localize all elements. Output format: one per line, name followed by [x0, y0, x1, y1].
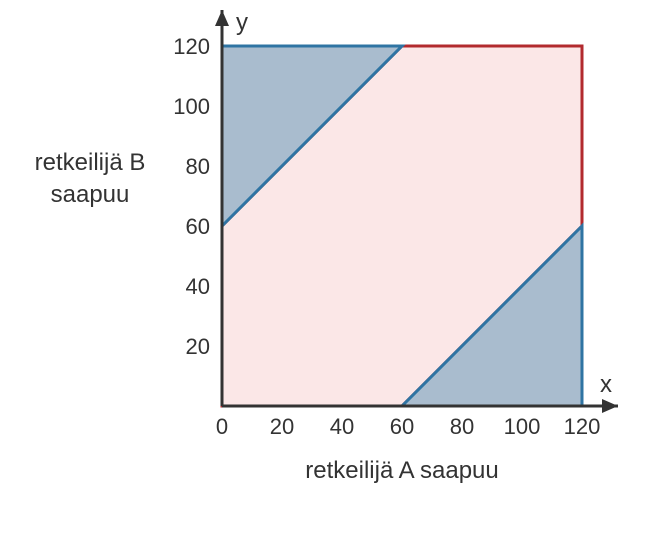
x-tick-label: 60: [390, 414, 414, 439]
y-tick-label: 120: [173, 34, 210, 59]
y-axis-arrow: [215, 10, 229, 26]
x-tick-label: 120: [564, 414, 601, 439]
y-tick-label: 60: [186, 214, 210, 239]
y-tick-label: 100: [173, 94, 210, 119]
x-tick-label: 0: [216, 414, 228, 439]
x-axis-arrow: [602, 399, 618, 413]
chart-container: 0 20 40 60 80 100 120 20 40 60 80 100 120 x y retkeilij…: [0, 0, 656, 534]
x-tick-label: 40: [330, 414, 354, 439]
chart-svg: 0 20 40 60 80 100 120 20 40 60 80 100 120 x y retkeilij…: [0, 0, 656, 534]
x-axis-label: x: [600, 371, 612, 398]
y-axis-label: y: [236, 9, 248, 36]
x-axis-title: retkeilijä A saapuu: [305, 457, 498, 484]
y-tick-label: 40: [186, 274, 210, 299]
y-axis-title-line1: retkeilijä B: [35, 149, 146, 176]
y-tick-label: 80: [186, 154, 210, 179]
y-axis-title-line2: saapuu: [51, 181, 130, 208]
x-tick-label: 80: [450, 414, 474, 439]
x-tick-label: 100: [504, 414, 541, 439]
y-tick-label: 20: [186, 334, 210, 359]
x-tick-label: 20: [270, 414, 294, 439]
